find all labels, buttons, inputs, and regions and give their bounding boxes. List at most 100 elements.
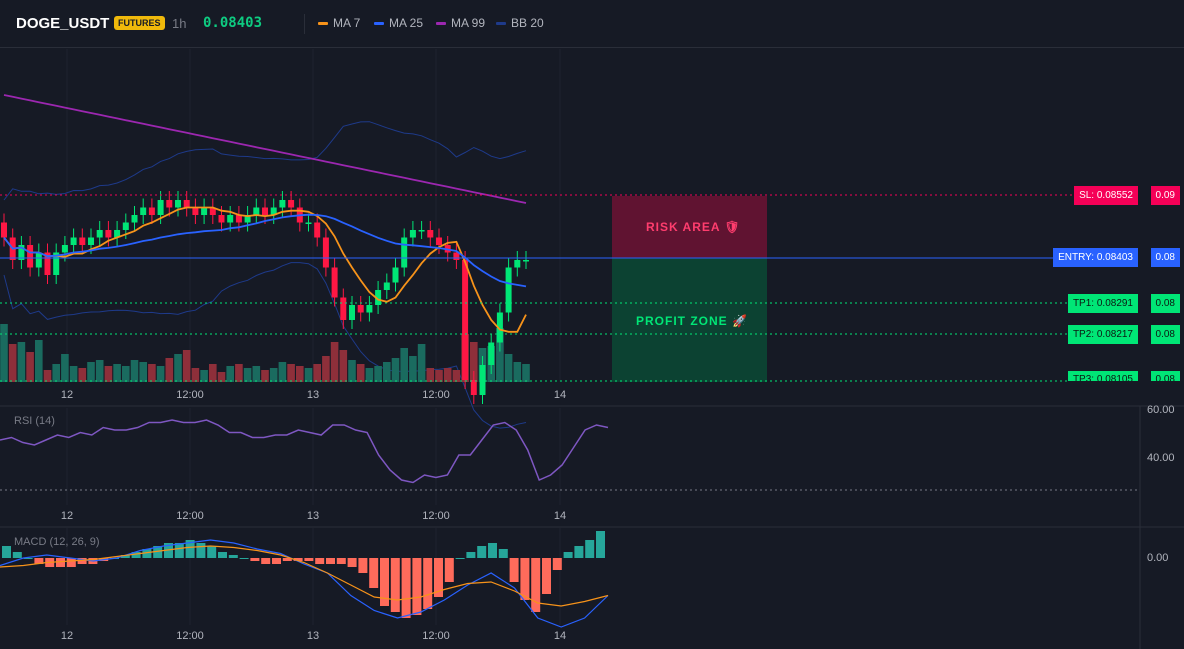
macd-x-tick-12: 12: [60, 630, 74, 642]
candle-body: [157, 200, 164, 215]
volume-bar: [69, 366, 78, 382]
macd-x-tick-14: 14: [553, 630, 567, 642]
level-lines: [0, 194, 1075, 382]
x-tick-13: 13: [306, 389, 320, 401]
rsi-line: [0, 419, 609, 484]
macd-line: [0, 539, 609, 628]
rsi-x-tick-1200: 12:00: [176, 510, 204, 522]
candle-body: [322, 237, 329, 268]
volume-bar: [226, 366, 234, 382]
candle-body: [409, 230, 416, 238]
ma99-line: [3, 94, 527, 204]
rsi-x-tick-14: 14: [553, 510, 567, 522]
candle-body: [201, 207, 208, 215]
macd-hist-bar: [531, 558, 541, 612]
candle-body: [35, 252, 42, 268]
x-tick-1200b: 12:00: [422, 389, 450, 401]
symbol-title[interactable]: DOGE_USDT: [16, 15, 110, 32]
chart-header: DOGE_USDT FUTURES 1h 0.08403 MA 7 MA 25 …: [0, 0, 1184, 48]
candle-body: [235, 215, 242, 223]
macd-hist-bar: [77, 558, 87, 564]
volume-bar: [409, 356, 417, 382]
rsi-tick-60: 60.00: [1147, 404, 1175, 416]
macd-hist-bar: [444, 558, 454, 582]
candle-body: [53, 252, 60, 275]
legend-ma7[interactable]: MA 7: [318, 16, 360, 30]
volume-bar: [122, 366, 130, 382]
macd-hist-bar: [466, 552, 476, 558]
macd-hist-bar: [520, 558, 530, 600]
macd-hist-bar: [380, 558, 389, 606]
macd-hist-bar: [390, 558, 400, 612]
risk-zone: [612, 196, 767, 258]
macd-tick-0: 0.00: [1147, 552, 1169, 564]
volume-bar: [269, 368, 278, 382]
candle-body: [262, 207, 268, 215]
legend-ma99[interactable]: MA 99: [436, 16, 485, 30]
candle-body: [244, 215, 251, 223]
ma7-swatch: [318, 22, 328, 26]
macd-hist-bar: [423, 558, 433, 609]
volume-bar: [391, 358, 400, 382]
volume-bar: [313, 364, 321, 382]
bb20-swatch: [496, 22, 506, 26]
bollinger-bands: [3, 121, 527, 429]
macd-hist-bar: [477, 546, 487, 558]
macd-signal-line: [0, 545, 609, 607]
candle-body: [18, 245, 25, 260]
legend-ma25[interactable]: MA 25: [374, 16, 423, 30]
risk-area-label: RISK AREA 🛡: [646, 220, 741, 234]
tp1-axis-value: 0.08: [1150, 294, 1180, 313]
volume-bar: [113, 364, 121, 382]
volume-bar: [174, 354, 182, 382]
volume-bar: [330, 342, 339, 382]
volume-bar: [383, 362, 391, 382]
macd-hist-bar: [185, 540, 195, 558]
candle-body: [44, 252, 51, 275]
ma25-line: [3, 213, 527, 288]
interval-selector[interactable]: 1h: [172, 16, 187, 31]
candle-body: [192, 207, 199, 215]
candle-body: [392, 267, 399, 283]
candle-body: [131, 215, 138, 223]
volume-bar: [26, 352, 34, 382]
moving-averages: [3, 94, 527, 333]
volume-bar: [452, 370, 461, 382]
legend-ma25-label: MA 25: [389, 16, 424, 30]
volume-bar: [296, 366, 304, 382]
entry-axis-value: 0.08: [1150, 248, 1180, 267]
macd-hist-bar: [315, 558, 325, 564]
volume-bar: [52, 364, 60, 382]
candle-body: [27, 245, 34, 268]
candle-body: [122, 222, 129, 230]
candle-body: [366, 305, 373, 313]
volume-bar: [217, 372, 226, 382]
candle-body: [96, 230, 103, 238]
macd-hist-bar: [120, 555, 130, 558]
macd-x-tick-1200: 12:00: [176, 630, 204, 642]
volume-bar: [61, 354, 69, 382]
rsi-x-tick-13: 13: [306, 510, 320, 522]
volume-bar: [191, 368, 200, 382]
x-tick-1200: 12:00: [176, 389, 204, 401]
macd-hist-bar: [488, 543, 497, 558]
candle-body: [114, 230, 121, 238]
macd-hist-bar: [12, 552, 22, 558]
candle-body: [314, 222, 321, 238]
candle-body: [183, 200, 190, 208]
macd-hist-bar: [23, 558, 33, 559]
volume-bar: [496, 328, 504, 382]
macd-hist-bar: [434, 558, 443, 597]
macd-hist-bar: [142, 549, 152, 558]
candle-body: [61, 245, 68, 253]
volume-bar: [417, 344, 426, 382]
candle-body: [218, 215, 225, 223]
candle-body: [349, 305, 355, 320]
legend-ma99-label: MA 99: [451, 16, 486, 30]
macd-hist-bar: [66, 558, 76, 567]
macd-hist-bar: [369, 558, 379, 588]
tp2-label: TP2: 0.08217: [1067, 325, 1138, 344]
macd-hist-bar: [563, 552, 573, 558]
legend-bb20[interactable]: BB 20: [496, 16, 544, 30]
